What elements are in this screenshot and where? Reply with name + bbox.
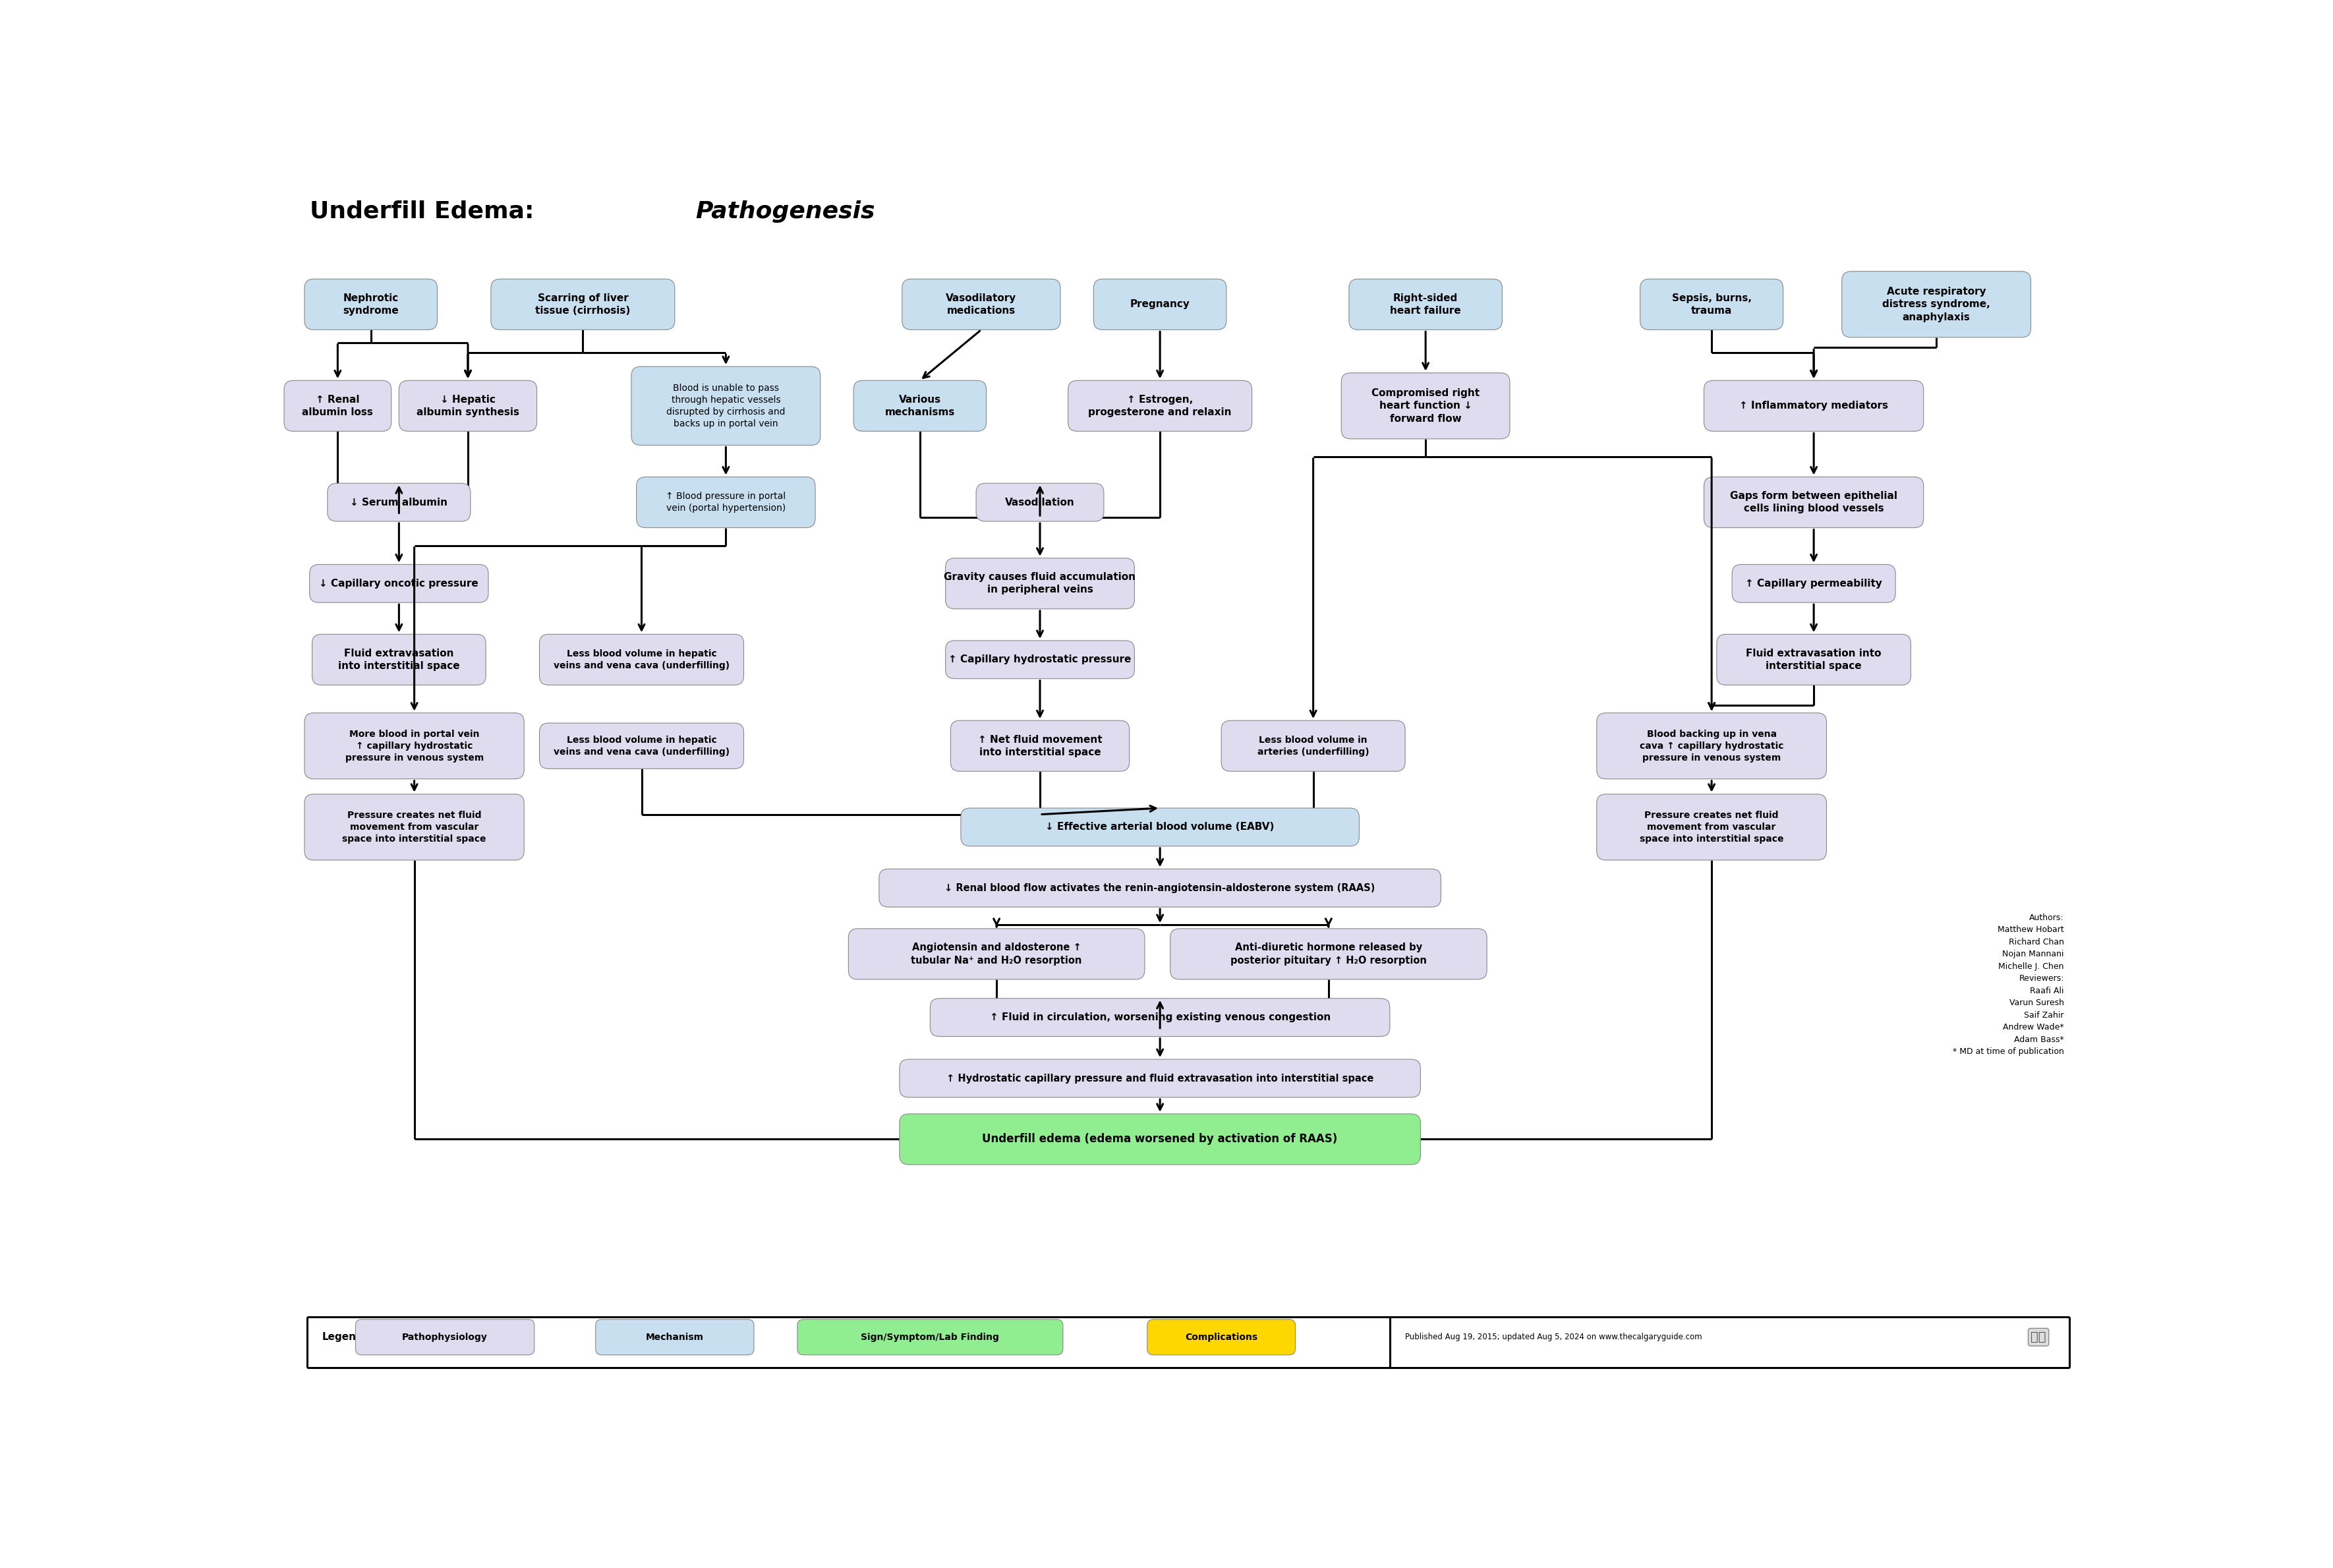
FancyBboxPatch shape: [880, 869, 1439, 906]
Text: ↓ Serum albumin: ↓ Serum albumin: [350, 497, 448, 508]
FancyBboxPatch shape: [1148, 1319, 1295, 1355]
Text: Blood backing up in vena
cava ↑ capillary hydrostatic
pressure in venous system: Blood backing up in vena cava ↑ capillar…: [1640, 729, 1782, 762]
FancyBboxPatch shape: [1596, 793, 1827, 861]
FancyBboxPatch shape: [1220, 721, 1404, 771]
FancyBboxPatch shape: [1069, 381, 1250, 431]
FancyBboxPatch shape: [1731, 564, 1894, 602]
FancyBboxPatch shape: [1703, 477, 1922, 528]
Text: Less blood volume in hepatic
veins and vena cava (underfilling): Less blood volume in hepatic veins and v…: [553, 649, 730, 670]
Text: Gaps form between epithelial
cells lining blood vessels: Gaps form between epithelial cells linin…: [1729, 491, 1897, 514]
FancyBboxPatch shape: [931, 999, 1390, 1036]
Text: Pregnancy: Pregnancy: [1129, 299, 1190, 309]
FancyBboxPatch shape: [849, 928, 1146, 980]
Text: Ⓒⓒ: Ⓒⓒ: [2030, 1331, 2046, 1344]
Text: ↑ Estrogen,
progesterone and relaxin: ↑ Estrogen, progesterone and relaxin: [1087, 395, 1232, 417]
FancyBboxPatch shape: [637, 477, 814, 528]
FancyBboxPatch shape: [1094, 279, 1227, 329]
Text: Blood is unable to pass
through hepatic vessels
disrupted by cirrhosis and
backs: Blood is unable to pass through hepatic …: [667, 384, 786, 428]
Text: Pathophysiology: Pathophysiology: [401, 1333, 488, 1342]
FancyBboxPatch shape: [1841, 271, 2030, 337]
Text: ↑ Fluid in circulation, worsening existing venous congestion: ↑ Fluid in circulation, worsening existi…: [989, 1013, 1330, 1022]
FancyBboxPatch shape: [1596, 713, 1827, 779]
Text: Right-sided
heart failure: Right-sided heart failure: [1390, 293, 1460, 315]
Text: ↑ Blood pressure in portal
vein (portal hypertension): ↑ Blood pressure in portal vein (portal …: [665, 492, 786, 513]
Text: ↑ Net fluid movement
into interstitial space: ↑ Net fluid movement into interstitial s…: [978, 735, 1101, 757]
FancyBboxPatch shape: [595, 1319, 754, 1355]
Text: Pressure creates net fluid
movement from vascular
space into interstitial space: Pressure creates net fluid movement from…: [1640, 811, 1782, 844]
Text: ↓ Capillary oncotic pressure: ↓ Capillary oncotic pressure: [320, 579, 478, 588]
FancyBboxPatch shape: [950, 721, 1129, 771]
FancyBboxPatch shape: [490, 279, 674, 329]
Text: Scarring of liver
tissue (cirrhosis): Scarring of liver tissue (cirrhosis): [534, 293, 630, 315]
Text: ↑ Capillary hydrostatic pressure: ↑ Capillary hydrostatic pressure: [947, 655, 1132, 665]
Text: Nephrotic
syndrome: Nephrotic syndrome: [343, 293, 399, 315]
Text: Sepsis, burns,
trauma: Sepsis, burns, trauma: [1670, 293, 1752, 315]
Text: Pressure creates net fluid
movement from vascular
space into interstitial space: Pressure creates net fluid movement from…: [343, 811, 485, 844]
Text: Mechanism: Mechanism: [646, 1333, 705, 1342]
Text: ↓ Effective arterial blood volume (EABV): ↓ Effective arterial blood volume (EABV): [1045, 822, 1274, 833]
Text: Authors:
Matthew Hobart
Richard Chan
Nojan Mannani
Michelle J. Chen
Reviewers:
R: Authors: Matthew Hobart Richard Chan Noj…: [1953, 914, 2062, 1057]
Text: Fluid extravasation into
interstitial space: Fluid extravasation into interstitial sp…: [1745, 648, 1880, 671]
FancyBboxPatch shape: [303, 279, 436, 329]
FancyBboxPatch shape: [327, 483, 471, 521]
Text: Angiotensin and aldosterone ↑
tubular Na⁺ and H₂O resorption: Angiotensin and aldosterone ↑ tubular Na…: [910, 942, 1083, 966]
Text: Underfill Edema:: Underfill Edema:: [310, 201, 541, 223]
Text: ↑ Renal
albumin loss: ↑ Renal albumin loss: [301, 395, 373, 417]
FancyBboxPatch shape: [1703, 381, 1922, 431]
Text: Less blood volume in
arteries (underfilling): Less blood volume in arteries (underfill…: [1257, 735, 1369, 756]
FancyBboxPatch shape: [539, 723, 744, 768]
FancyBboxPatch shape: [355, 1319, 534, 1355]
Text: More blood in portal vein
↑ capillary hydrostatic
pressure in venous system: More blood in portal vein ↑ capillary hy…: [345, 729, 483, 762]
Text: Acute respiratory
distress syndrome,
anaphylaxis: Acute respiratory distress syndrome, ana…: [1883, 287, 1990, 321]
Text: Gravity causes fluid accumulation
in peripheral veins: Gravity causes fluid accumulation in per…: [945, 572, 1136, 594]
FancyBboxPatch shape: [303, 713, 525, 779]
Text: Vasodilation: Vasodilation: [1006, 497, 1076, 508]
FancyBboxPatch shape: [961, 808, 1358, 847]
FancyBboxPatch shape: [798, 1319, 1062, 1355]
Text: Anti-diuretic hormone released by
posterior pituitary ↑ H₂O resorption: Anti-diuretic hormone released by poster…: [1229, 942, 1425, 966]
Text: Underfill edema (edema worsened by activation of RAAS): Underfill edema (edema worsened by activ…: [982, 1134, 1337, 1145]
FancyBboxPatch shape: [285, 381, 392, 431]
Text: ↓ Hepatic
albumin synthesis: ↓ Hepatic albumin synthesis: [415, 395, 520, 417]
Text: Pathogenesis: Pathogenesis: [695, 201, 875, 223]
Text: Compromised right
heart function ↓
forward flow: Compromised right heart function ↓ forwa…: [1372, 389, 1479, 423]
Text: Vasodilatory
medications: Vasodilatory medications: [945, 293, 1017, 315]
Text: Sign/Symptom/Lab Finding: Sign/Symptom/Lab Finding: [861, 1333, 999, 1342]
Text: ↑ Hydrostatic capillary pressure and fluid extravasation into interstitial space: ↑ Hydrostatic capillary pressure and flu…: [947, 1074, 1374, 1083]
FancyBboxPatch shape: [1169, 928, 1486, 980]
Text: Various
mechanisms: Various mechanisms: [884, 395, 954, 417]
FancyBboxPatch shape: [1640, 279, 1782, 329]
FancyBboxPatch shape: [310, 564, 488, 602]
FancyBboxPatch shape: [1717, 635, 1911, 685]
FancyBboxPatch shape: [399, 381, 537, 431]
FancyBboxPatch shape: [898, 1060, 1421, 1098]
FancyBboxPatch shape: [975, 483, 1104, 521]
Text: Fluid extravasation
into interstitial space: Fluid extravasation into interstitial sp…: [338, 648, 460, 671]
Text: Complications: Complications: [1185, 1333, 1257, 1342]
Text: ↑ Capillary permeability: ↑ Capillary permeability: [1745, 579, 1883, 588]
FancyBboxPatch shape: [945, 641, 1134, 679]
Text: Less blood volume in hepatic
veins and vena cava (underfilling): Less blood volume in hepatic veins and v…: [553, 735, 730, 756]
Text: Legend:: Legend:: [322, 1333, 369, 1342]
FancyBboxPatch shape: [303, 793, 525, 861]
FancyBboxPatch shape: [945, 558, 1134, 608]
FancyBboxPatch shape: [898, 1113, 1421, 1165]
FancyBboxPatch shape: [854, 381, 987, 431]
FancyBboxPatch shape: [539, 635, 744, 685]
FancyBboxPatch shape: [903, 279, 1059, 329]
FancyBboxPatch shape: [1348, 279, 1502, 329]
FancyBboxPatch shape: [1341, 373, 1509, 439]
FancyBboxPatch shape: [313, 635, 485, 685]
Text: ↓ Renal blood flow activates the renin-angiotensin-aldosterone system (RAAS): ↓ Renal blood flow activates the renin-a…: [945, 883, 1374, 892]
Text: ↑ Inflammatory mediators: ↑ Inflammatory mediators: [1738, 401, 1887, 411]
FancyBboxPatch shape: [632, 367, 821, 445]
Text: Published Aug 19, 2015; updated Aug 5, 2024 on www.thecalgaryguide.com: Published Aug 19, 2015; updated Aug 5, 2…: [1404, 1333, 1701, 1342]
